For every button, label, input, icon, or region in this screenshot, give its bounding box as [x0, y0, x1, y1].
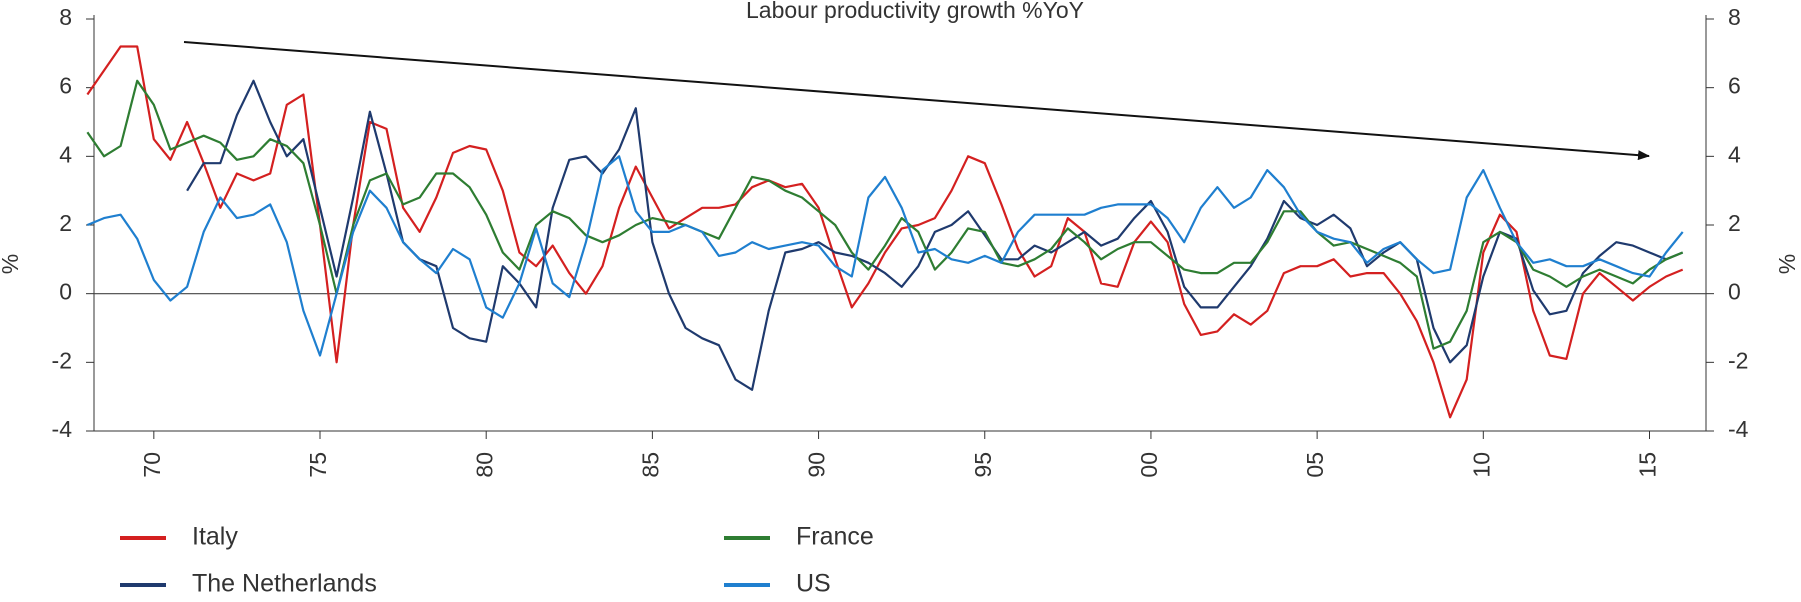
legend-label: Italy: [192, 523, 238, 551]
y-tick-label: 8: [59, 4, 72, 30]
y2-tick-label: 2: [1728, 210, 1741, 236]
y-tick-label: 4: [59, 141, 72, 167]
y-tick-label: -2: [52, 347, 72, 373]
chart-title: Labour productivity growth %YoY: [746, 0, 1084, 23]
x-tick-label: 95: [970, 452, 996, 478]
series-line: [186, 79, 1684, 391]
y-tick-label: 2: [59, 210, 72, 236]
y2-tick-label: 6: [1728, 73, 1741, 99]
series-line: [86, 155, 1684, 357]
y2-tick-label: -4: [1728, 416, 1749, 442]
x-tick-label: 85: [637, 452, 663, 478]
legend-label: France: [796, 523, 874, 551]
x-tick-label: 00: [1136, 452, 1162, 478]
x-tick-label: 10: [1468, 452, 1494, 478]
x-tick-label: 15: [1635, 452, 1661, 478]
x-tick-label: 70: [139, 452, 165, 478]
legend: Italy The Netherlands France US: [120, 523, 874, 598]
y2-tick-label: 0: [1728, 279, 1741, 305]
legend-label: US: [796, 570, 831, 598]
y2-axis-label: %: [1774, 254, 1800, 274]
y-tick-label: 0: [59, 279, 72, 305]
x-tick-label: 80: [471, 452, 497, 478]
x-tick-label: 90: [804, 452, 830, 478]
y2-tick-label: 8: [1728, 4, 1741, 30]
legend-label: The Netherlands: [192, 570, 377, 598]
series-line: [86, 79, 1684, 350]
y2-tick-label: -2: [1728, 347, 1748, 373]
trend-arrow: [183, 41, 1650, 161]
y2-tick-label: 4: [1728, 141, 1741, 167]
x-tick-label: 05: [1302, 452, 1328, 478]
y-tick-label: -4: [52, 416, 73, 442]
y-tick-label: 6: [59, 73, 72, 99]
y-axis-label: %: [0, 254, 23, 274]
x-tick-label: 75: [305, 452, 331, 478]
